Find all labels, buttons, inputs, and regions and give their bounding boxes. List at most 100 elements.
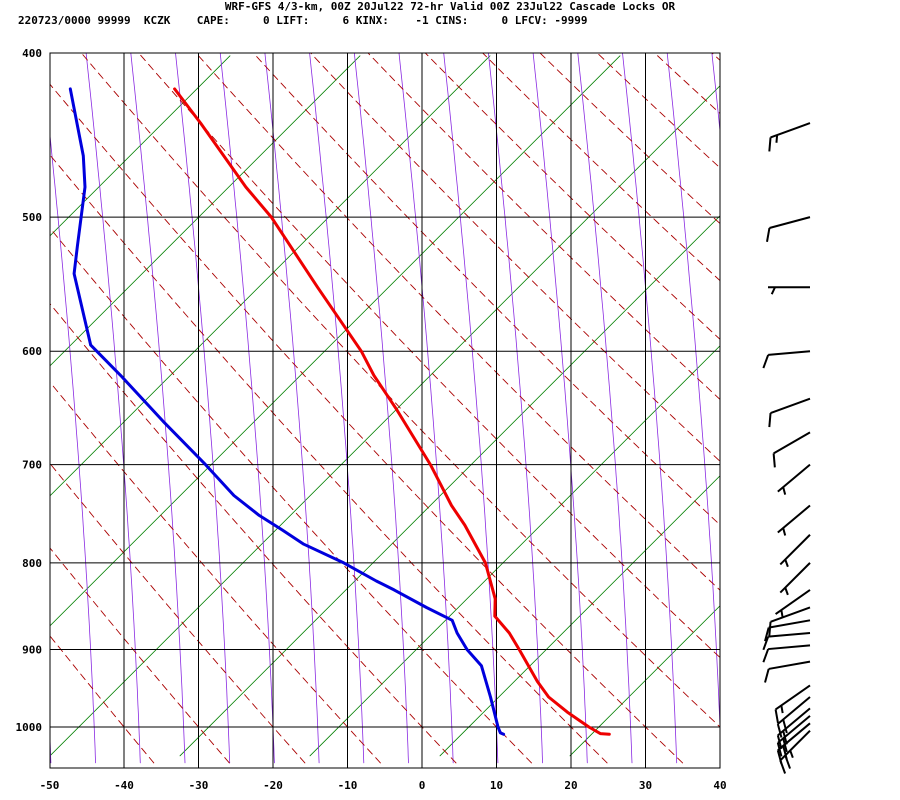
wind-barb-half-flag <box>782 527 787 536</box>
wind-barb <box>768 286 810 295</box>
moist-adiabat <box>666 53 720 737</box>
sounding-stats: 220723/0000 99999 KCZK CAPE: 0 LIFT: 6 K… <box>18 14 588 27</box>
wind-barb-flag <box>782 738 788 753</box>
wind-barb <box>764 660 811 683</box>
wind-barb-half-flag <box>780 705 784 714</box>
axis-labels: -50 -40 -30 -20 -10 0 10 20 30 40 400 500 600 700 800 9… <box>16 47 727 792</box>
wind-barb-staff <box>768 350 811 356</box>
wind-barb-flag <box>782 719 788 734</box>
mixing-ratio-line <box>569 605 720 757</box>
wind-barb <box>772 431 811 468</box>
wind-barb <box>779 534 811 568</box>
wind-barb-half-flag <box>770 286 776 295</box>
dry-adiabat <box>367 53 720 401</box>
wind-barb-flag <box>776 723 783 738</box>
wind-barb <box>762 350 811 369</box>
x-tick-label: 30 <box>639 779 652 792</box>
dry-adiabat <box>749 34 900 763</box>
wind-barb <box>776 722 811 765</box>
plot-frame <box>49 52 721 769</box>
x-tick-label: -20 <box>263 779 283 792</box>
y-tick-label: 800 <box>22 557 42 570</box>
dry-adiabat <box>482 53 720 282</box>
wind-barb <box>776 715 811 757</box>
wind-barb <box>768 122 811 152</box>
wind-barb <box>779 562 811 596</box>
dry-adiabat <box>50 381 381 764</box>
moist-adiabat <box>398 53 454 764</box>
wind-barb <box>775 589 811 618</box>
mixing-ratio-line <box>50 85 720 757</box>
moist-adiabat <box>622 53 678 764</box>
wind-barb-half-flag <box>784 559 789 568</box>
dry-adiabat <box>539 53 720 225</box>
wind-barb-flag <box>766 227 771 242</box>
wind-barb <box>766 216 811 242</box>
wind-barb-staff <box>770 397 811 415</box>
wind-barb-flag <box>774 709 780 724</box>
wind-barb-flag <box>768 621 772 636</box>
wind-barb-flag <box>782 730 788 745</box>
x-tick-label: 40 <box>713 779 726 792</box>
wind-barb-half-flag <box>784 587 789 596</box>
wind-barb-flag <box>776 750 783 765</box>
moist-adiabat <box>353 53 409 764</box>
mixing-ratio-line <box>50 55 621 627</box>
moist-adiabat <box>50 131 96 764</box>
wind-barb-flag <box>768 137 772 152</box>
wind-barb-flag <box>762 648 770 663</box>
wind-barb <box>774 684 811 724</box>
chart-title: WRF-GFS 4/3-km, 00Z 20Jul22 72-hr Valid … <box>224 0 676 13</box>
wind-barb-staff <box>773 431 811 455</box>
x-tick-label: -40 <box>114 779 134 792</box>
dry-adiabat <box>80 53 720 728</box>
wind-barb-flag <box>776 735 783 750</box>
dry-adiabat <box>50 462 306 764</box>
mixing-ratio-line <box>50 55 231 237</box>
moist-adiabat <box>264 53 320 764</box>
wind-barb-staff <box>768 631 811 638</box>
wind-barb-flag <box>762 636 770 651</box>
wind-barb-staff <box>768 619 811 629</box>
mixing-ratio-line <box>439 475 720 757</box>
wind-barb-half-flag <box>789 750 794 759</box>
moist-adiabat <box>219 53 275 764</box>
x-tick-label: 0 <box>419 779 426 792</box>
wind-barb-flag <box>782 745 788 760</box>
wind-barb-flag <box>764 668 770 683</box>
dry-adiabat <box>50 303 457 764</box>
moist-adiabat <box>711 53 720 135</box>
wind-barb-staff <box>769 216 811 229</box>
wind-barb-half-flag <box>780 609 784 618</box>
dewpoint-trace <box>68 87 506 736</box>
wind-barb-half-flag <box>782 486 787 495</box>
dry-adiabat <box>711 53 720 61</box>
wind-barb <box>762 631 811 651</box>
dry-adiabat <box>50 227 532 764</box>
wind-barb-flag <box>772 453 776 468</box>
x-tick-label: -30 <box>189 779 209 792</box>
moist-adiabat <box>487 53 543 764</box>
y-tick-label: 700 <box>22 459 42 472</box>
x-tick-label: 20 <box>564 779 577 792</box>
wind-barb <box>776 707 811 750</box>
wind-barb <box>777 504 811 536</box>
wind-barb-staff <box>770 606 811 623</box>
wind-barb-flag <box>762 354 770 369</box>
wind-barb <box>768 606 811 636</box>
wind-barb-flag <box>776 742 783 757</box>
wind-barb-staff <box>768 644 811 651</box>
wind-barb <box>762 644 811 663</box>
temperature-trace <box>173 87 611 736</box>
dry-adiabat <box>252 53 720 526</box>
dry-adiabat <box>596 53 720 169</box>
y-tick-label: 900 <box>22 643 42 656</box>
wind-barb-flag <box>768 413 772 428</box>
y-tick-label: 1000 <box>16 721 43 734</box>
moist-adiabat <box>0 34 6 763</box>
x-tick-label: -10 <box>338 779 358 792</box>
moist-adiabat <box>85 53 141 764</box>
chart-lines <box>0 34 900 768</box>
wind-barb <box>776 696 811 738</box>
